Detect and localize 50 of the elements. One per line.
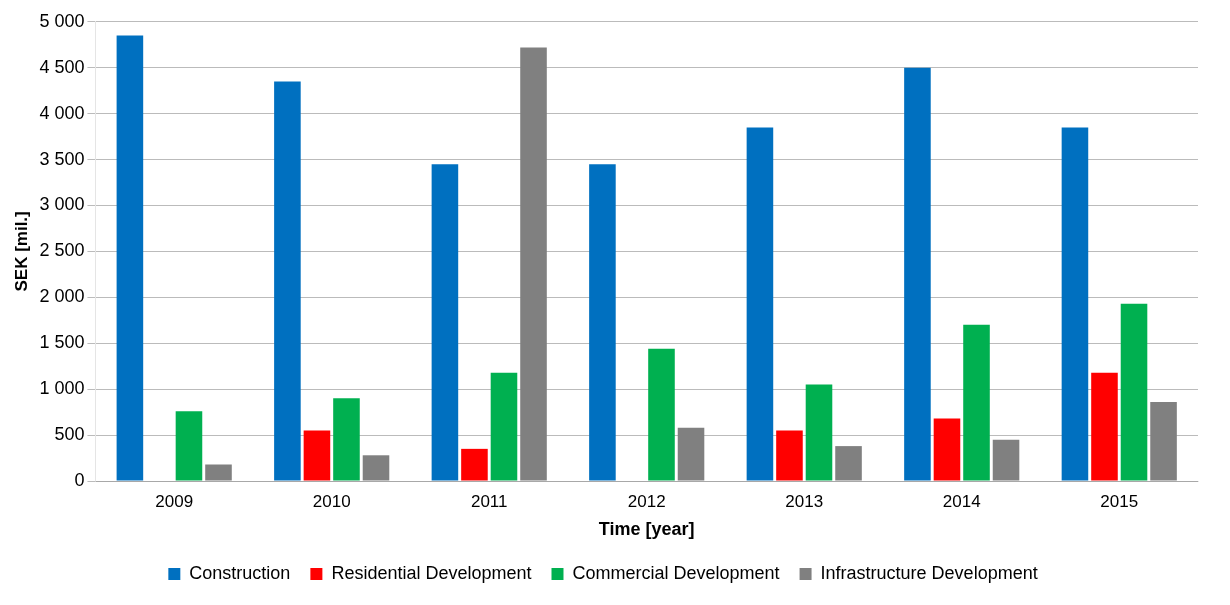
bar (1091, 372, 1118, 481)
bar (963, 324, 990, 481)
x-tick-label: 2014 (942, 491, 981, 511)
bar (589, 164, 616, 481)
legend-label: Residential Development (331, 562, 532, 583)
y-tick-label: 500 (54, 424, 85, 445)
bar (805, 384, 833, 481)
bar (648, 348, 675, 481)
x-tick-label: 2011 (470, 491, 508, 511)
x-tick-label: 2010 (312, 491, 351, 511)
bar (776, 430, 803, 481)
x-tick-label: 2012 (627, 491, 666, 511)
x-tick-label: 2009 (155, 491, 194, 511)
x-tick-label: 2013 (785, 491, 824, 511)
y-axis-title: SEK [mil.] (11, 211, 31, 292)
y-tick-label: 1 000 (39, 378, 85, 399)
bar (933, 418, 961, 481)
bar (116, 35, 144, 481)
y-tick-label: 4 000 (39, 102, 85, 123)
y-tick-label: 2 000 (39, 286, 85, 307)
bar (904, 67, 931, 481)
bar (333, 398, 360, 481)
bar (1120, 303, 1148, 481)
bar (1061, 127, 1089, 481)
y-tick-label: 2 500 (39, 240, 85, 261)
bar (362, 455, 390, 481)
legend-label: Infrastructure Development (820, 562, 1038, 583)
y-tick-label: 3 000 (39, 194, 85, 215)
bar (274, 81, 301, 481)
bar (205, 464, 232, 481)
bar (461, 448, 488, 481)
legend-label: Commercial Development (572, 562, 780, 583)
bar (520, 47, 547, 481)
x-tick-label: 2015 (1100, 491, 1139, 511)
y-tick-label: 4 500 (39, 56, 85, 77)
bar (175, 411, 203, 481)
legend-label: Construction (189, 562, 291, 583)
y-tick-label: 3 500 (39, 148, 85, 169)
y-tick-label: 1 500 (39, 332, 85, 353)
bar (431, 164, 459, 481)
bar (490, 372, 518, 481)
y-tick-label: 5 000 (39, 10, 85, 31)
bar (746, 127, 774, 481)
bar (835, 446, 862, 481)
bar (677, 427, 705, 481)
bar (1150, 402, 1177, 481)
bar (992, 439, 1020, 481)
x-axis-title: Time [year] (598, 519, 695, 540)
bar (303, 430, 331, 481)
y-tick-label: 0 (74, 469, 85, 490)
